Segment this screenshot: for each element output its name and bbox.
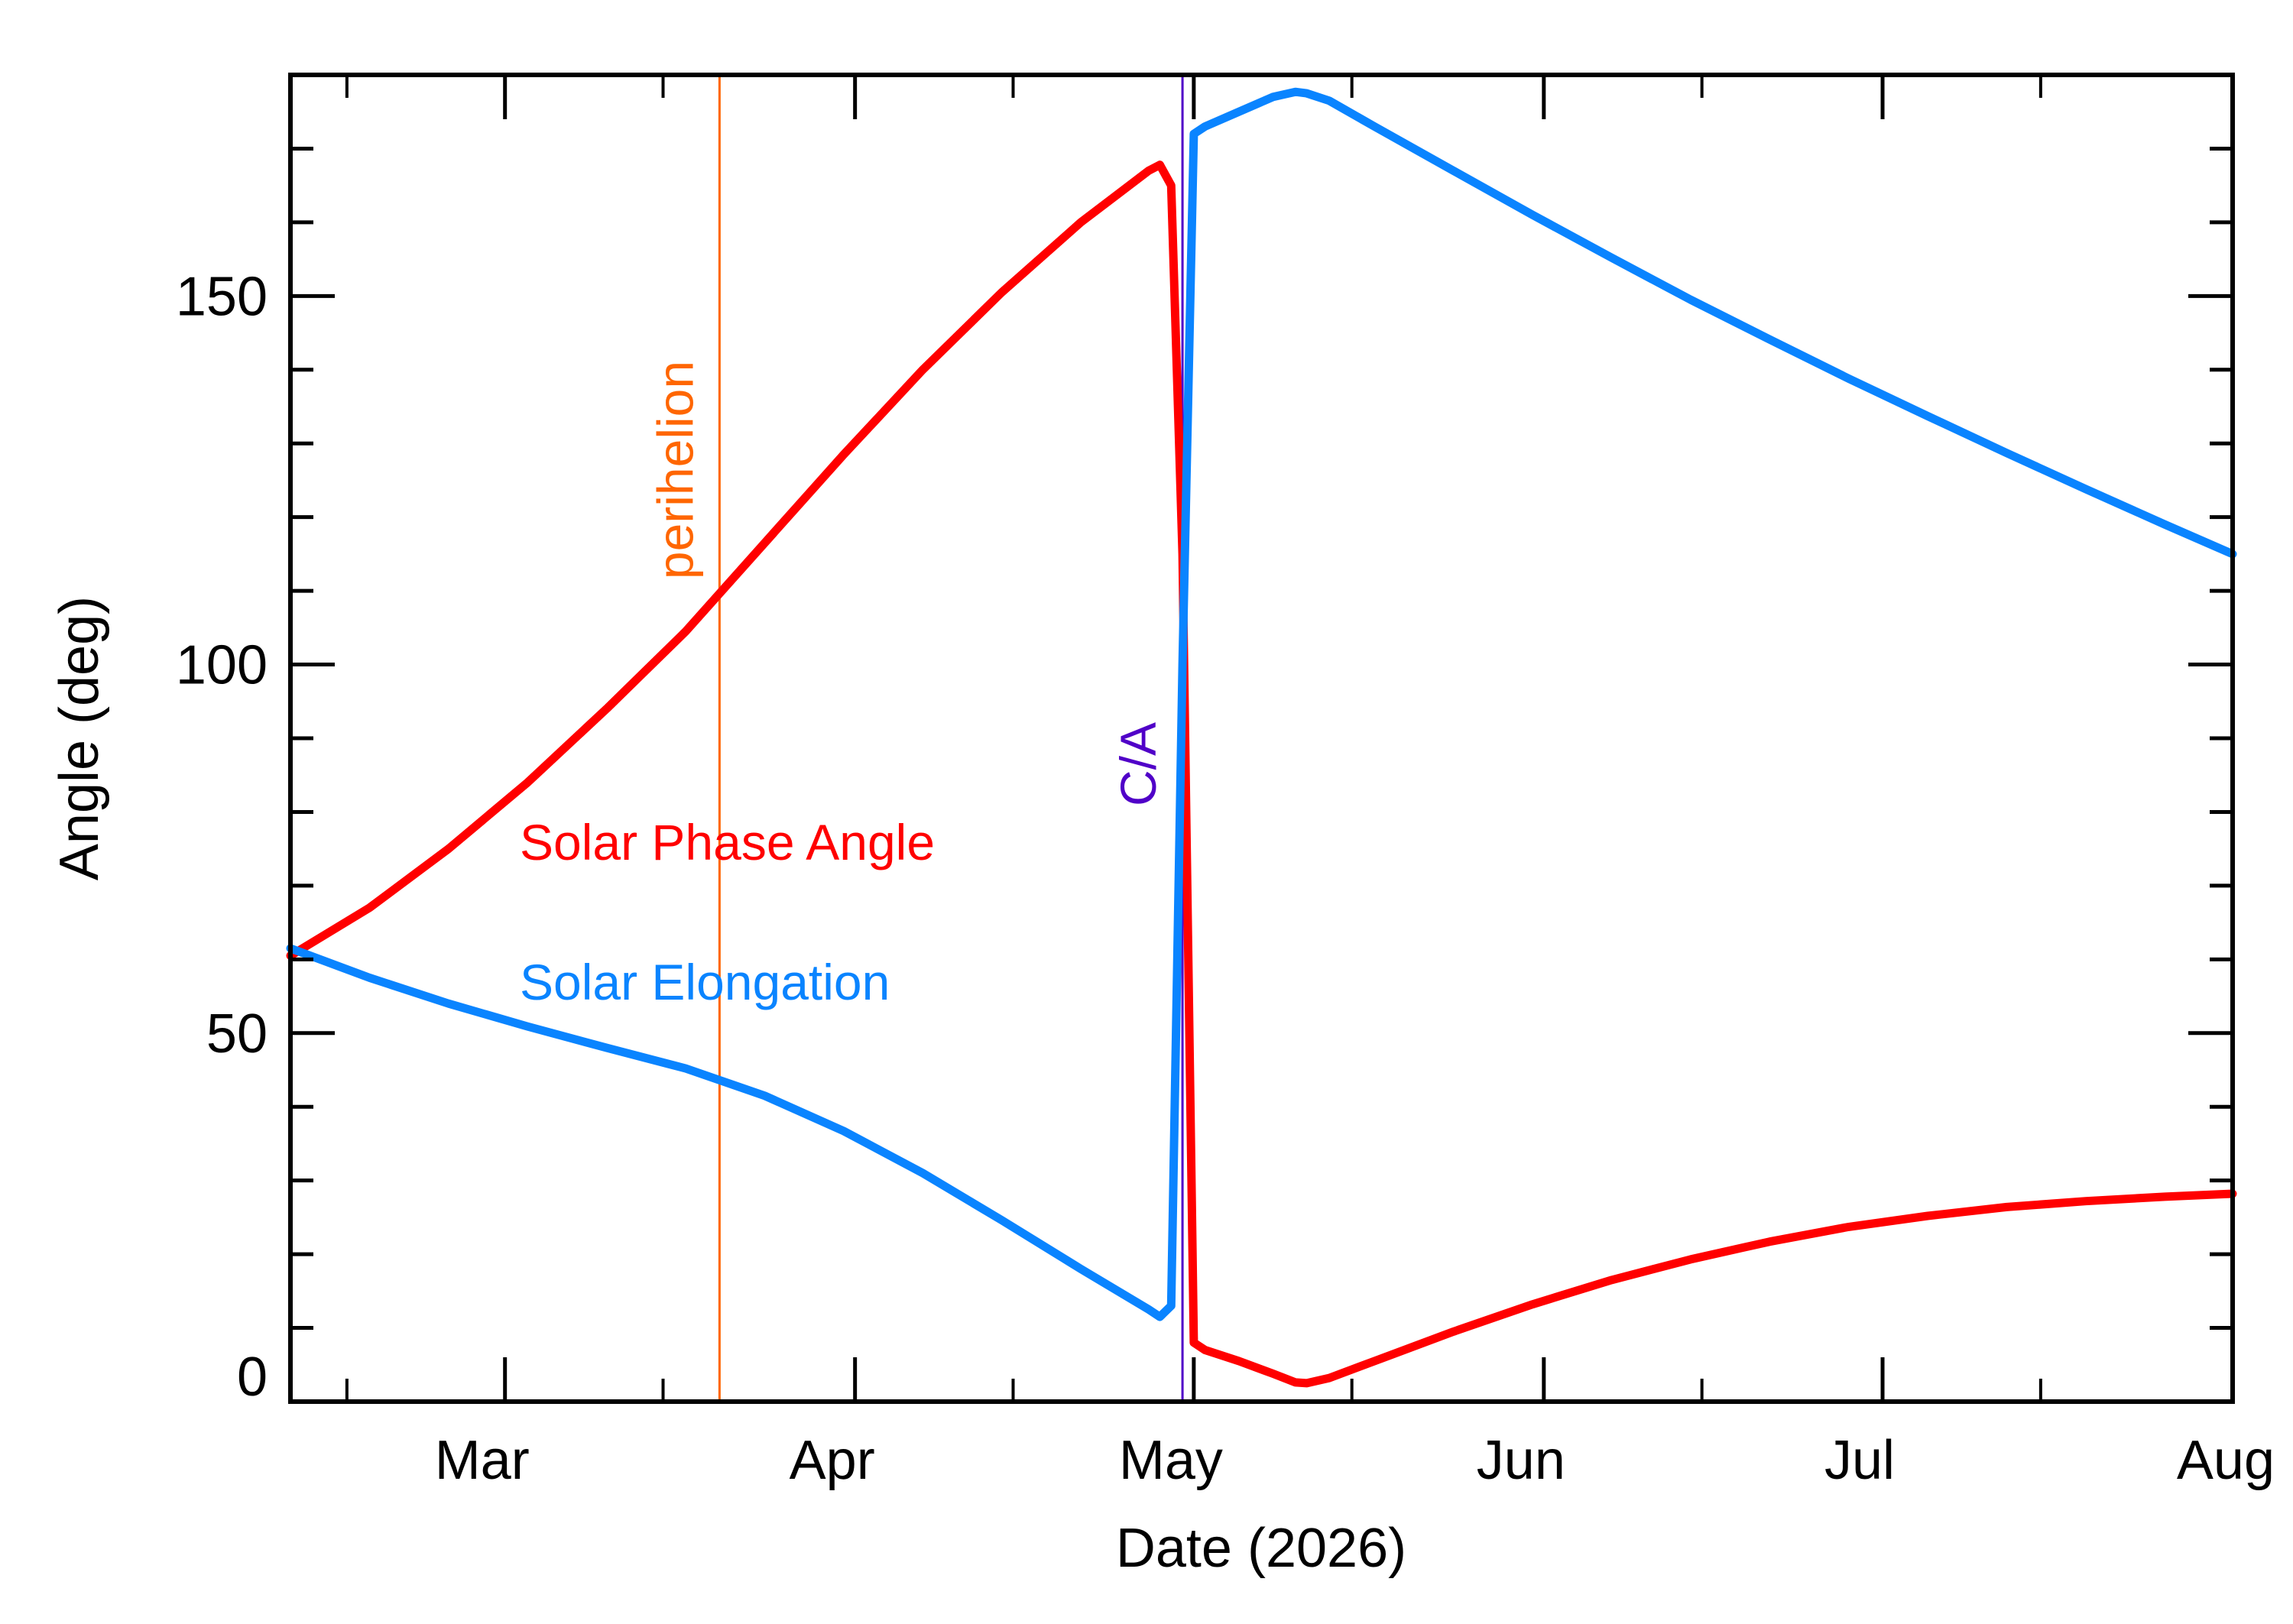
x-tick-label: Jul — [1824, 1430, 1895, 1491]
x-tick-label: Aug — [2177, 1430, 2275, 1491]
solar-elongation-line — [286, 87, 2237, 1321]
x-tick-label: May — [1119, 1430, 1223, 1491]
y-tick-label: 150 — [176, 266, 268, 327]
plot-frame — [288, 73, 2235, 1404]
solar-phase-angle-label: Solar Phase Angle — [520, 814, 935, 870]
x-tick-label: Mar — [435, 1430, 530, 1491]
perihelion-marker-label: perihelion — [647, 361, 703, 579]
y-axis-title: Angle (deg) — [49, 596, 110, 880]
tick-labels: Mar Apr May Jun Jul Aug 0 50 100 150 — [176, 266, 2275, 1491]
x-axis-title: Date (2026) — [1116, 1518, 1406, 1579]
solar-elongation-label: Solar Elongation — [520, 954, 890, 1010]
y-tick-label: 100 — [176, 635, 268, 696]
series-layer — [286, 87, 2237, 1388]
solar-phase-angle-line — [286, 160, 2237, 1388]
y-tick-label: 0 — [237, 1347, 268, 1408]
c-a-marker-label: C/A — [1110, 722, 1166, 806]
series-labels: perihelion C/A Solar Phase Angle Solar Elon… — [520, 361, 1166, 1010]
x-tick-label: Apr — [790, 1430, 875, 1491]
axis-ticks — [290, 75, 2235, 1402]
x-tick-label: Jun — [1477, 1430, 1565, 1491]
y-tick-label: 50 — [206, 1003, 268, 1065]
